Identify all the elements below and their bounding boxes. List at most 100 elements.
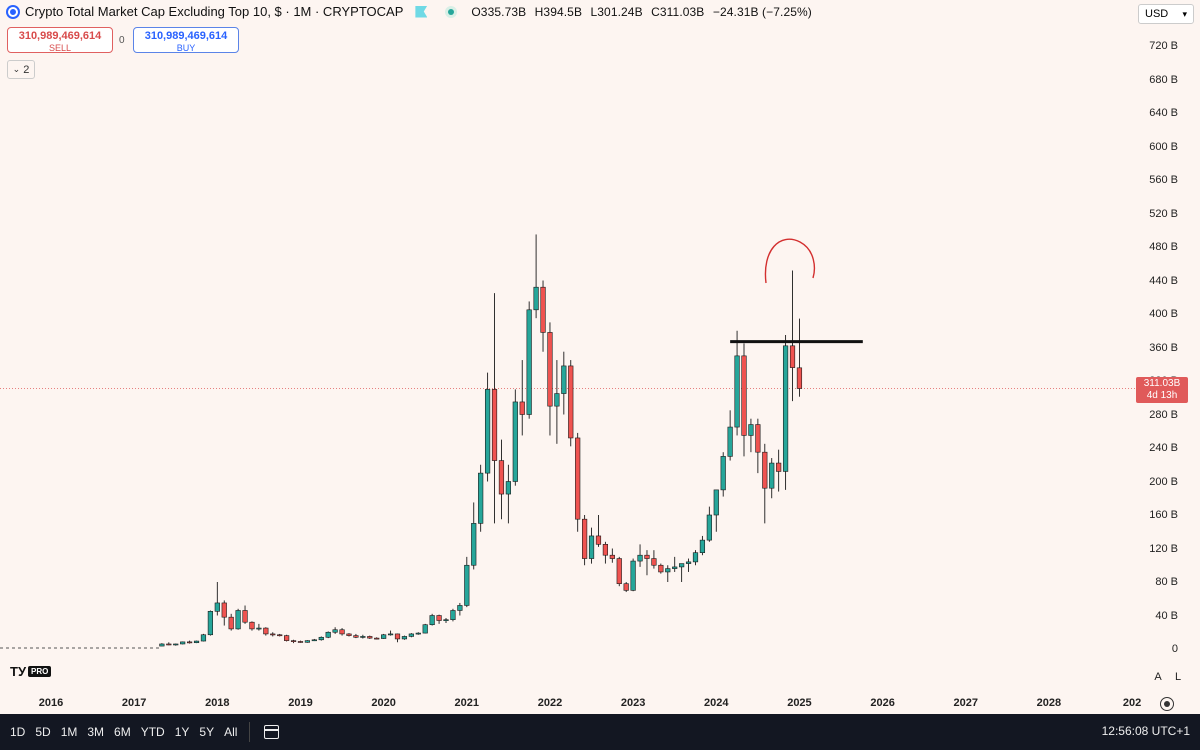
candle bbox=[741, 343, 747, 457]
candle-body bbox=[415, 632, 421, 635]
candle bbox=[748, 418, 754, 453]
range-ytd[interactable]: YTD bbox=[140, 725, 165, 739]
price-axis[interactable]: 720 B 680 B 640 B 600 B 560 B 520 B 480 B 440 B… bbox=[1135, 0, 1200, 690]
range-3m[interactable]: 3M bbox=[87, 725, 105, 739]
year-tick-label: 2026 bbox=[870, 697, 895, 709]
candle bbox=[284, 634, 290, 642]
candle-body bbox=[630, 560, 636, 591]
candle bbox=[637, 544, 643, 567]
candle-body bbox=[214, 602, 220, 612]
candle bbox=[582, 515, 588, 566]
calendar-icon[interactable] bbox=[264, 725, 280, 739]
range-1y[interactable]: 1Y bbox=[174, 725, 190, 739]
candle-body bbox=[720, 456, 726, 491]
candle-body bbox=[228, 616, 234, 630]
candle-body bbox=[367, 636, 373, 639]
candle-body bbox=[685, 561, 692, 564]
candle-body bbox=[665, 568, 671, 573]
range-5y[interactable]: 5Y bbox=[199, 725, 215, 739]
bar-countdown: 4d 13h bbox=[1146, 390, 1178, 401]
candle bbox=[575, 432, 581, 532]
candle-body bbox=[207, 611, 213, 636]
time-axis[interactable]: 2016 2017 2018 2019 2020 2021 2022 2023 2024 2025… bbox=[0, 690, 1142, 714]
candle-body bbox=[679, 563, 685, 568]
sell-button[interactable]: 310,989,469,614 SELL bbox=[7, 27, 113, 53]
candle-body bbox=[505, 481, 511, 495]
tradingview-logo[interactable]: ТУ PRO bbox=[10, 664, 52, 679]
price-tick-label: 120 B bbox=[1149, 542, 1178, 555]
current-price-label: 311.03B bbox=[1143, 378, 1181, 389]
flag-icon[interactable] bbox=[415, 5, 428, 18]
utc-clock[interactable]: 12:56:08 UTC+1 bbox=[1101, 724, 1190, 738]
candle bbox=[713, 489, 719, 532]
candle-body bbox=[561, 365, 567, 394]
log-scale-button[interactable]: L bbox=[1174, 671, 1182, 683]
candle-body bbox=[519, 401, 525, 415]
candle-body bbox=[776, 462, 782, 472]
candle-body bbox=[339, 629, 345, 635]
candle-body bbox=[644, 554, 650, 559]
range-5d[interactable]: 5D bbox=[35, 725, 51, 739]
price-tick-label: 600 B bbox=[1149, 140, 1178, 153]
auto-scale-button[interactable]: A bbox=[1154, 671, 1162, 683]
candle-body bbox=[762, 451, 768, 489]
candle bbox=[408, 633, 414, 638]
price-tick-label: 560 B bbox=[1149, 174, 1178, 186]
range-1d[interactable]: 1D bbox=[10, 725, 26, 739]
candle bbox=[554, 360, 560, 444]
candle-body bbox=[741, 355, 747, 436]
candle bbox=[228, 613, 234, 631]
candle-body bbox=[353, 635, 359, 638]
candle-body bbox=[270, 633, 276, 636]
candle-body bbox=[263, 627, 269, 635]
candle-body bbox=[249, 621, 255, 630]
candle-body bbox=[297, 641, 304, 643]
candle bbox=[360, 634, 366, 639]
candle bbox=[699, 535, 706, 556]
year-tick-label: 2016 bbox=[38, 697, 64, 709]
candle-body bbox=[533, 286, 539, 311]
buy-price: 310,989,469,614 bbox=[144, 30, 228, 42]
chart-settings-icon[interactable] bbox=[1160, 697, 1174, 711]
candle-body bbox=[769, 462, 775, 489]
year-tick-label: 2027 bbox=[953, 697, 978, 709]
candle bbox=[644, 550, 650, 576]
candle bbox=[304, 640, 311, 643]
candle bbox=[519, 360, 525, 436]
currency-select[interactable]: USD ▾ bbox=[1138, 4, 1194, 24]
candle-body bbox=[187, 641, 193, 644]
candle-body bbox=[699, 539, 706, 553]
arc-annotation bbox=[764, 238, 816, 284]
symbol-header: Crypto Total Market Cap Excluding Top 10… bbox=[6, 4, 817, 19]
range-all[interactable]: All bbox=[224, 725, 238, 739]
candle bbox=[685, 558, 692, 572]
buy-button[interactable]: 310,989,469,614 BUY bbox=[133, 27, 239, 53]
price-tick-label: 280 B bbox=[1149, 408, 1178, 421]
price-tick-label: 480 B bbox=[1149, 241, 1178, 253]
candle-body bbox=[166, 643, 172, 646]
indicators-toggle-button[interactable]: ⌄ 2 bbox=[7, 60, 35, 79]
candle bbox=[207, 610, 213, 636]
range-6m[interactable]: 6M bbox=[114, 725, 131, 739]
candle bbox=[782, 334, 789, 490]
candle-body bbox=[789, 345, 796, 368]
candle-body bbox=[491, 389, 498, 461]
candle-body bbox=[602, 544, 608, 556]
price-tick-label: 0 bbox=[1171, 643, 1178, 655]
symbol-title[interactable]: Crypto Total Market Cap Excluding Top 10… bbox=[25, 4, 404, 19]
candle-body bbox=[748, 424, 754, 436]
change-value: −24.31B (−7.25%) bbox=[712, 4, 812, 19]
candle bbox=[436, 614, 442, 624]
candle bbox=[727, 410, 733, 461]
candle bbox=[180, 641, 186, 645]
price-tick-label: 440 B bbox=[1149, 274, 1178, 287]
year-tick-label: 2024 bbox=[704, 697, 729, 709]
candle bbox=[658, 563, 664, 574]
year-tick-label: 2028 bbox=[1036, 697, 1062, 709]
candle bbox=[277, 633, 283, 637]
candle-body bbox=[471, 523, 477, 566]
range-1m[interactable]: 1M bbox=[60, 725, 78, 739]
candle bbox=[672, 556, 678, 572]
candlestick-chart[interactable] bbox=[0, 0, 1135, 690]
candle bbox=[367, 635, 373, 639]
